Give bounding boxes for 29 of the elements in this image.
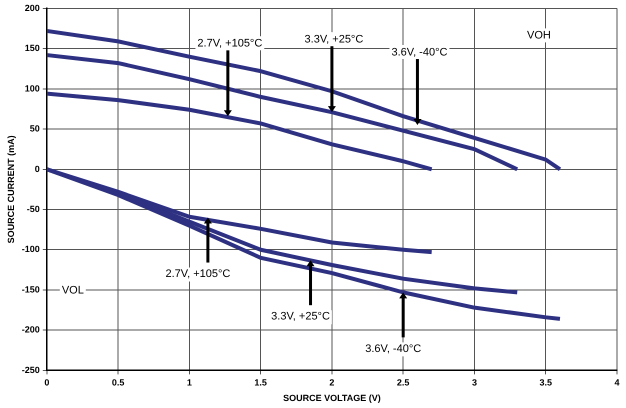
y-tick-label: 200 bbox=[24, 2, 40, 13]
x-tick-label: 0.5 bbox=[112, 377, 124, 388]
x-tick-label: 4 bbox=[614, 377, 620, 388]
x-tick-label: 3.5 bbox=[539, 377, 552, 388]
annotation: VOH bbox=[527, 29, 551, 42]
y-axis-title: SOURCE CURRENT (mA) bbox=[6, 135, 16, 244]
annotation: 3.3V, +25°C bbox=[304, 34, 364, 46]
y-tick-label: -250 bbox=[22, 364, 40, 375]
y-tick-label: -200 bbox=[22, 324, 40, 335]
y-tick-label: -150 bbox=[22, 284, 40, 294]
x-tick-label: 1.5 bbox=[254, 377, 267, 388]
annotation: 2.7V, +105°C bbox=[165, 268, 230, 280]
y-tick-label: 100 bbox=[24, 83, 40, 94]
x-axis-title: SOURCE VOLTAGE (V) bbox=[283, 393, 381, 404]
annotation: 2.7V, +105°C bbox=[197, 38, 262, 50]
y-tick-label: -100 bbox=[22, 244, 40, 254]
x-tick-label: 0 bbox=[44, 377, 50, 388]
annotation: 3.3V, +25°C bbox=[271, 310, 330, 323]
x-tick-label: 1 bbox=[186, 377, 192, 388]
x-tick-label: 2 bbox=[329, 377, 334, 388]
annotation: 3.6V, -40°C bbox=[391, 46, 448, 59]
y-tick-label: 0 bbox=[34, 164, 40, 174]
annotation: 3.6V, -40°C bbox=[365, 342, 422, 355]
y-tick-label: -50 bbox=[26, 204, 40, 214]
annotation: VOL bbox=[62, 284, 84, 296]
x-tick-label: 2.5 bbox=[396, 377, 410, 388]
y-tick-label: 50 bbox=[30, 124, 40, 134]
y-tick-label: 150 bbox=[24, 43, 40, 54]
x-tick-label: 3 bbox=[472, 377, 477, 388]
